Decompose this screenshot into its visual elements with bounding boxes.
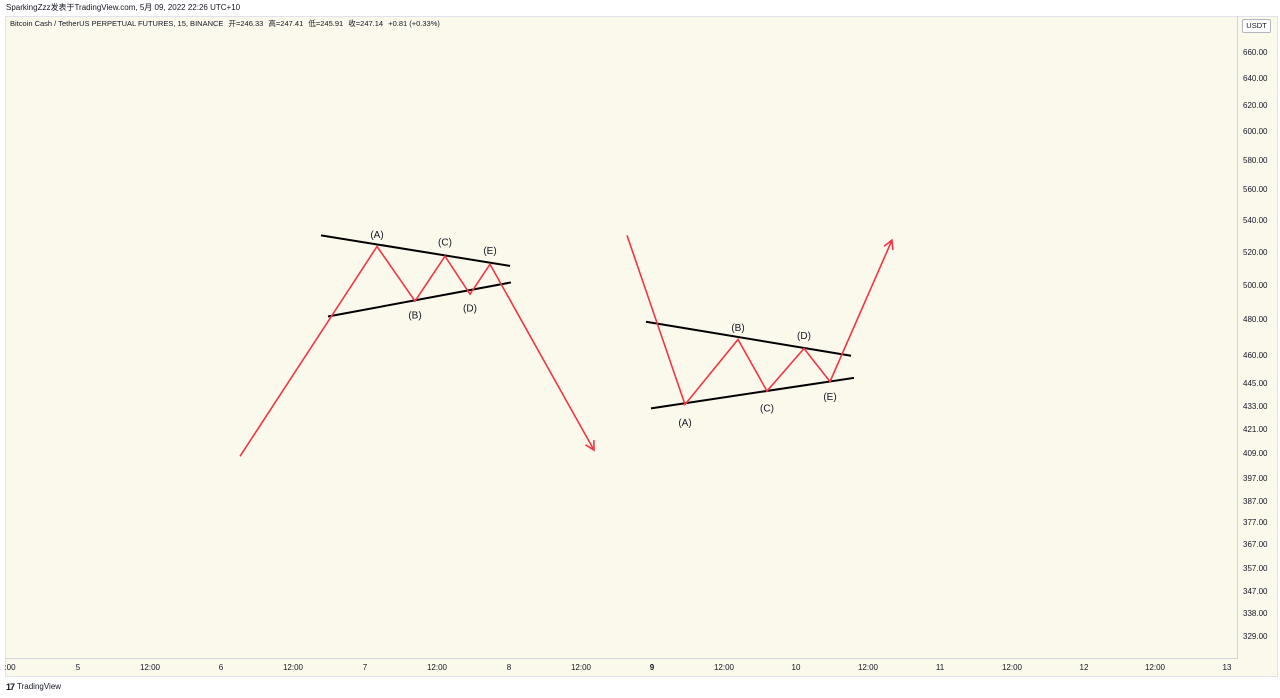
arrowhead — [585, 440, 595, 452]
time-tick-label: 12:00 — [713, 663, 735, 672]
time-axis[interactable] — [5, 658, 1237, 677]
symbol-legend: Bitcoin Cash / TetherUS PERPETUAL FUTURE… — [10, 19, 443, 29]
price-tick-label: 600.00 — [1243, 127, 1268, 136]
time-tick-label: 12:00 — [426, 663, 448, 672]
price-tick-label: 640.00 — [1243, 74, 1268, 83]
trendline — [327, 281, 512, 318]
change-value: +0.81 (+0.33%) — [388, 19, 440, 28]
time-tick-label: 12:00 — [139, 663, 161, 672]
trendline — [645, 320, 852, 357]
price-tick-label: 329.00 — [1243, 632, 1268, 641]
time-tick-label: 6 — [218, 663, 224, 672]
high-value: 高=247.41 — [268, 19, 304, 28]
wave-point-label: (D) — [797, 331, 811, 342]
price-tick-label: 377.00 — [1243, 518, 1268, 527]
low-value: 低=245.91 — [308, 19, 344, 28]
currency-badge[interactable]: USDT — [1242, 19, 1271, 33]
price-tick-label: 560.00 — [1243, 185, 1268, 194]
price-tick-label: 338.00 — [1243, 609, 1268, 618]
time-tick-label: 12 — [1079, 663, 1089, 672]
time-tick-label: 9 — [649, 663, 655, 672]
price-tick-label: 433.00 — [1243, 402, 1268, 411]
wave-point-label: (C) — [760, 404, 774, 415]
chart-area[interactable] — [5, 16, 1278, 677]
arrowhead — [883, 238, 894, 251]
wave-point-label: (C) — [438, 238, 452, 249]
price-axis[interactable] — [1237, 16, 1278, 659]
price-tick-label: 480.00 — [1243, 315, 1268, 324]
price-tick-label: 421.00 — [1243, 425, 1268, 434]
wave-path — [626, 235, 893, 407]
wave-point-label: (D) — [463, 304, 477, 315]
time-tick-label: 7 — [362, 663, 368, 672]
time-tick-label: 11 — [935, 663, 945, 672]
time-tick-label: 13 — [1222, 663, 1232, 672]
price-tick-label: 580.00 — [1243, 156, 1268, 165]
close-value: 收=247.14 — [348, 19, 384, 28]
open-value: 开=246.33 — [228, 19, 264, 28]
time-tick-label: :00 — [4, 663, 16, 672]
time-tick-label: 12:00 — [857, 663, 879, 672]
price-tick-label: 397.00 — [1243, 474, 1268, 483]
tradingview-logo-icon: 17 — [6, 682, 15, 692]
price-tick-label: 367.00 — [1243, 540, 1268, 549]
price-tick-label: 660.00 — [1243, 48, 1268, 57]
price-tick-label: 460.00 — [1243, 351, 1268, 360]
wave-point-label: (B) — [731, 323, 744, 334]
wave-point-label: (E) — [483, 246, 496, 257]
publisher-header: SparkingZzz发表于TradingView.com, 5月 09, 20… — [0, 0, 1280, 16]
time-tick-label: 12:00 — [282, 663, 304, 672]
time-tick-label: 8 — [506, 663, 512, 672]
price-tick-label: 357.00 — [1243, 564, 1268, 573]
price-tick-label: 540.00 — [1243, 216, 1268, 225]
trendline — [320, 234, 511, 267]
price-tick-label: 620.00 — [1243, 101, 1268, 110]
time-tick-label: 5 — [75, 663, 81, 672]
price-tick-label: 347.00 — [1243, 587, 1268, 596]
time-tick-label: 12:00 — [1001, 663, 1023, 672]
wave-point-label: (A) — [678, 418, 691, 429]
symbol-name: Bitcoin Cash / TetherUS PERPETUAL FUTURE… — [10, 19, 224, 28]
wave-point-label: (A) — [370, 230, 383, 241]
time-tick-label: 12:00 — [570, 663, 592, 672]
tradingview-footer: 17 TradingView — [6, 681, 61, 693]
wave-path — [239, 245, 595, 457]
tradingview-brand: TradingView — [17, 682, 62, 691]
price-tick-label: 445.00 — [1243, 379, 1268, 388]
time-tick-label: 12:00 — [1144, 663, 1166, 672]
price-tick-label: 409.00 — [1243, 449, 1268, 458]
wave-point-label: (E) — [823, 392, 836, 403]
price-tick-label: 500.00 — [1243, 281, 1268, 290]
price-tick-label: 387.00 — [1243, 497, 1268, 506]
time-tick-label: 10 — [791, 663, 801, 672]
price-tick-label: 520.00 — [1243, 248, 1268, 257]
wave-point-label: (B) — [408, 311, 421, 322]
